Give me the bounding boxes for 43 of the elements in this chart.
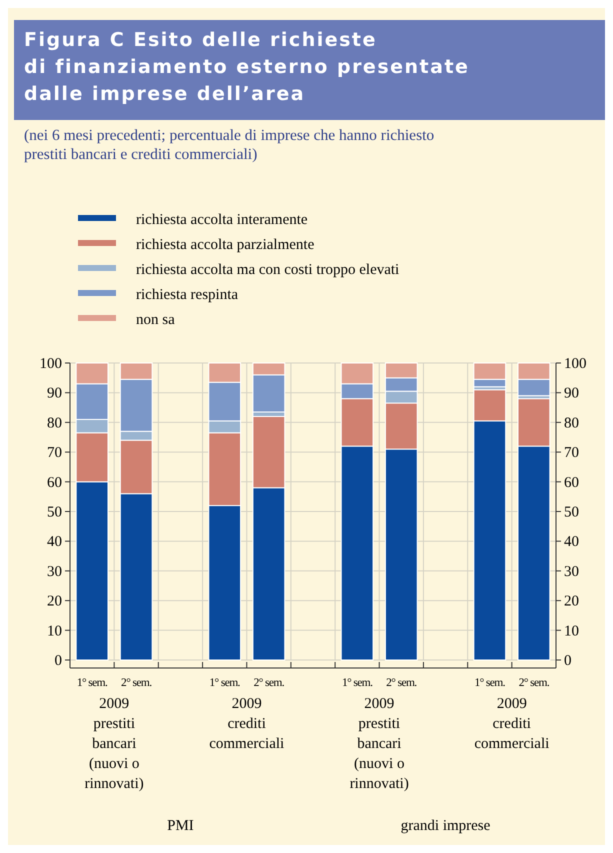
legend-label: richiesta accolta interamente [136,212,308,228]
y-tick-label: 100 [40,356,62,372]
y2-tick-label: 70 [564,445,579,462]
y2-tick-label: 80 [564,415,579,432]
y-tick-label: 40 [47,534,62,550]
x-tick-label: 2° sem. [386,677,418,689]
x-tick-label: 1° sem. [474,677,506,689]
y2-tick-label: 0 [564,653,572,669]
y2-tick-label: 30 [564,564,579,580]
x-tick-label: 2° sem. [254,677,285,689]
text: grandi imprese [400,818,491,834]
y-tick-label: 10 [47,623,62,640]
x-tick-label: 2° sem. [518,677,550,689]
y-tick-label: 20 [47,594,62,610]
y-tick-label: 60 [47,474,62,491]
legend-label: richiesta accolta ma con costi troppo elevati [136,262,400,278]
chart-subtitle: (nei 6 mesi precedenti; percentuale di imprese che hanno richiesto prestiti bancari e crediti commerciali) [24,127,434,163]
y-tick-label: 90 [47,386,62,402]
legend-label: richiesta accolta parzialmente [136,237,315,253]
chart-title: Figura C Esito delle richieste di finanziamento esterno presentate dalle imprese dell’area [24,29,470,105]
y-tick-label: 70 [47,445,62,462]
legend-label: richiesta respinta [136,287,238,303]
x-tick-label: 1° sem. [76,677,108,689]
x-tick-label: 2° sem. [121,677,152,689]
y2-tick-label: 50 [564,504,579,520]
y2-tick-label: 90 [564,386,579,402]
y2-tick-label: 100 [564,356,586,372]
text: 2009 prestiti bancari (nuovi o rinnovati) [350,696,409,792]
text: PMI [167,818,194,834]
y2-tick-label: 60 [564,474,579,491]
y2-tick-label: 20 [564,594,579,610]
y-tick-label: 80 [47,415,62,432]
x-tick-label: 1° sem. [342,677,374,689]
y-tick-label: 30 [47,564,62,580]
legend-label: non sa [136,312,176,328]
y2-tick-label: 40 [564,534,579,550]
y-tick-label: 50 [47,504,62,520]
text: 2009 crediti commerciali [474,696,550,752]
text: 2009 crediti commerciali [209,696,284,752]
y-tick-label: 0 [54,653,62,669]
text: 2009 prestiti bancari (nuovi o rinnovati) [84,696,144,792]
y2-tick-label: 10 [564,623,579,640]
x-tick-label: 1° sem. [209,677,241,689]
